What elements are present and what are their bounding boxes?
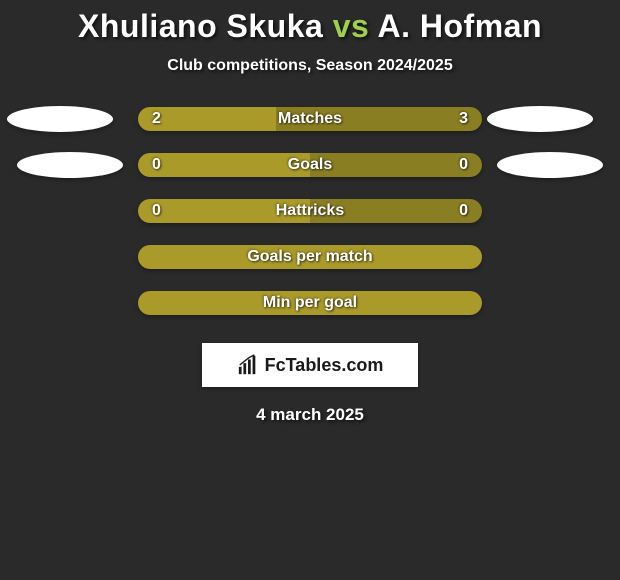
comparison-title: Xhuliano Skuka vs A. Hofman xyxy=(0,0,620,45)
stat-bar: 23Matches xyxy=(138,107,482,131)
badge-text: FcTables.com xyxy=(265,355,384,376)
bar-right-segment xyxy=(310,153,482,177)
stat-row: 00Goals xyxy=(0,153,620,177)
player1-name: Xhuliano Skuka xyxy=(78,8,323,44)
player2-name: A. Hofman xyxy=(377,8,542,44)
bar-left-segment xyxy=(138,153,310,177)
left-value: 0 xyxy=(152,153,161,177)
stat-row: Goals per match xyxy=(0,245,620,269)
player1-marker xyxy=(7,106,113,132)
chart-icon xyxy=(237,354,259,376)
player1-marker xyxy=(17,152,123,178)
left-value: 2 xyxy=(152,107,161,131)
bar-right-segment xyxy=(276,107,482,131)
stat-bar: 00Hattricks xyxy=(138,199,482,223)
player2-marker xyxy=(487,106,593,132)
bar-left-segment xyxy=(138,291,482,315)
stat-bar: Min per goal xyxy=(138,291,482,315)
vs-separator: vs xyxy=(333,8,370,44)
source-badge[interactable]: FcTables.com xyxy=(202,343,418,387)
stat-bar: Goals per match xyxy=(138,245,482,269)
bar-left-segment xyxy=(138,199,310,223)
stat-rows-container: 23Matches00Goals00HattricksGoals per mat… xyxy=(0,107,620,315)
stat-row: 00Hattricks xyxy=(0,199,620,223)
player2-marker xyxy=(497,152,603,178)
right-value: 0 xyxy=(459,153,468,177)
bar-right-segment xyxy=(310,199,482,223)
stat-bar: 00Goals xyxy=(138,153,482,177)
left-value: 0 xyxy=(152,199,161,223)
subtitle: Club competitions, Season 2024/2025 xyxy=(0,57,620,75)
stat-row: Min per goal xyxy=(0,291,620,315)
date-label: 4 march 2025 xyxy=(0,405,620,425)
right-value: 0 xyxy=(459,199,468,223)
bar-left-segment xyxy=(138,245,482,269)
stat-row: 23Matches xyxy=(0,107,620,131)
right-value: 3 xyxy=(459,107,468,131)
